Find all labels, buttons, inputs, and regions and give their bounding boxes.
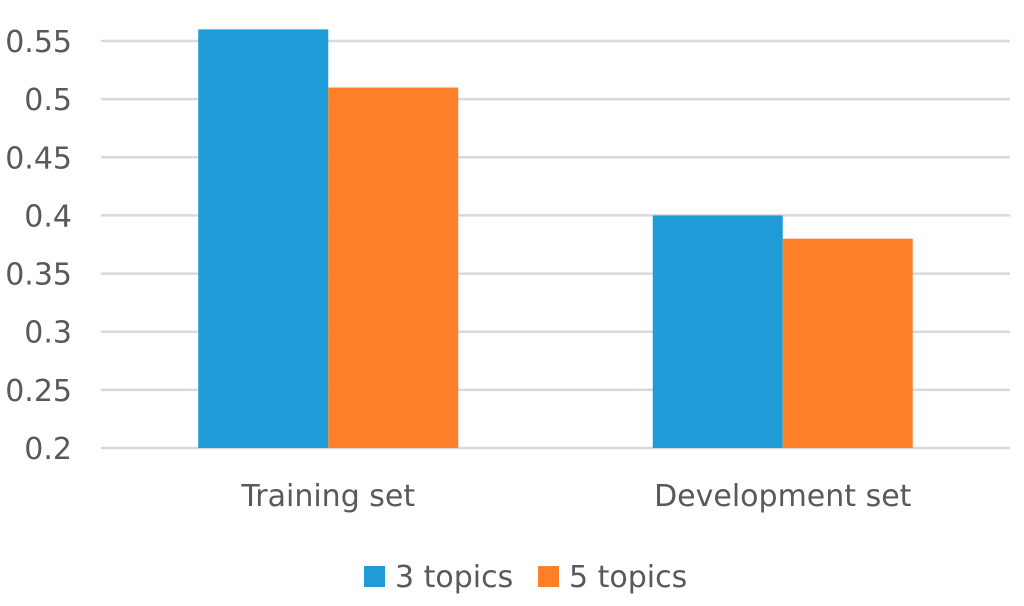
y-tick-label: 0.55 [5, 25, 72, 60]
bar-5-topics-development-set [782, 238, 913, 448]
y-tick-label: 0.35 [5, 258, 72, 293]
bars [198, 29, 913, 448]
y-tick-label: 0.4 [24, 199, 72, 234]
bar-5-topics-training-set [328, 87, 459, 448]
legend-swatch [538, 566, 559, 587]
category-label: Training set [240, 479, 415, 514]
legend-label: 3 topics [395, 560, 513, 595]
y-tick-label: 0.45 [5, 141, 72, 176]
legend: 3 topics 5 topics [364, 560, 687, 595]
bar-3-topics-training-set [198, 29, 329, 448]
y-tick-label: 0.5 [24, 83, 72, 118]
category-label: Development set [654, 479, 912, 514]
y-tick-label: 0.2 [24, 432, 72, 467]
category-labels: Training set Development set [240, 479, 911, 514]
bar-3-topics-development-set [652, 215, 783, 448]
y-axis-tick-labels: 0.2 0.25 0.3 0.35 0.4 0.45 0.5 0.55 [5, 25, 72, 467]
legend-swatch [364, 566, 385, 587]
y-tick-label: 0.25 [5, 374, 72, 409]
y-tick-label: 0.3 [24, 316, 72, 351]
legend-label: 5 topics [569, 560, 687, 595]
